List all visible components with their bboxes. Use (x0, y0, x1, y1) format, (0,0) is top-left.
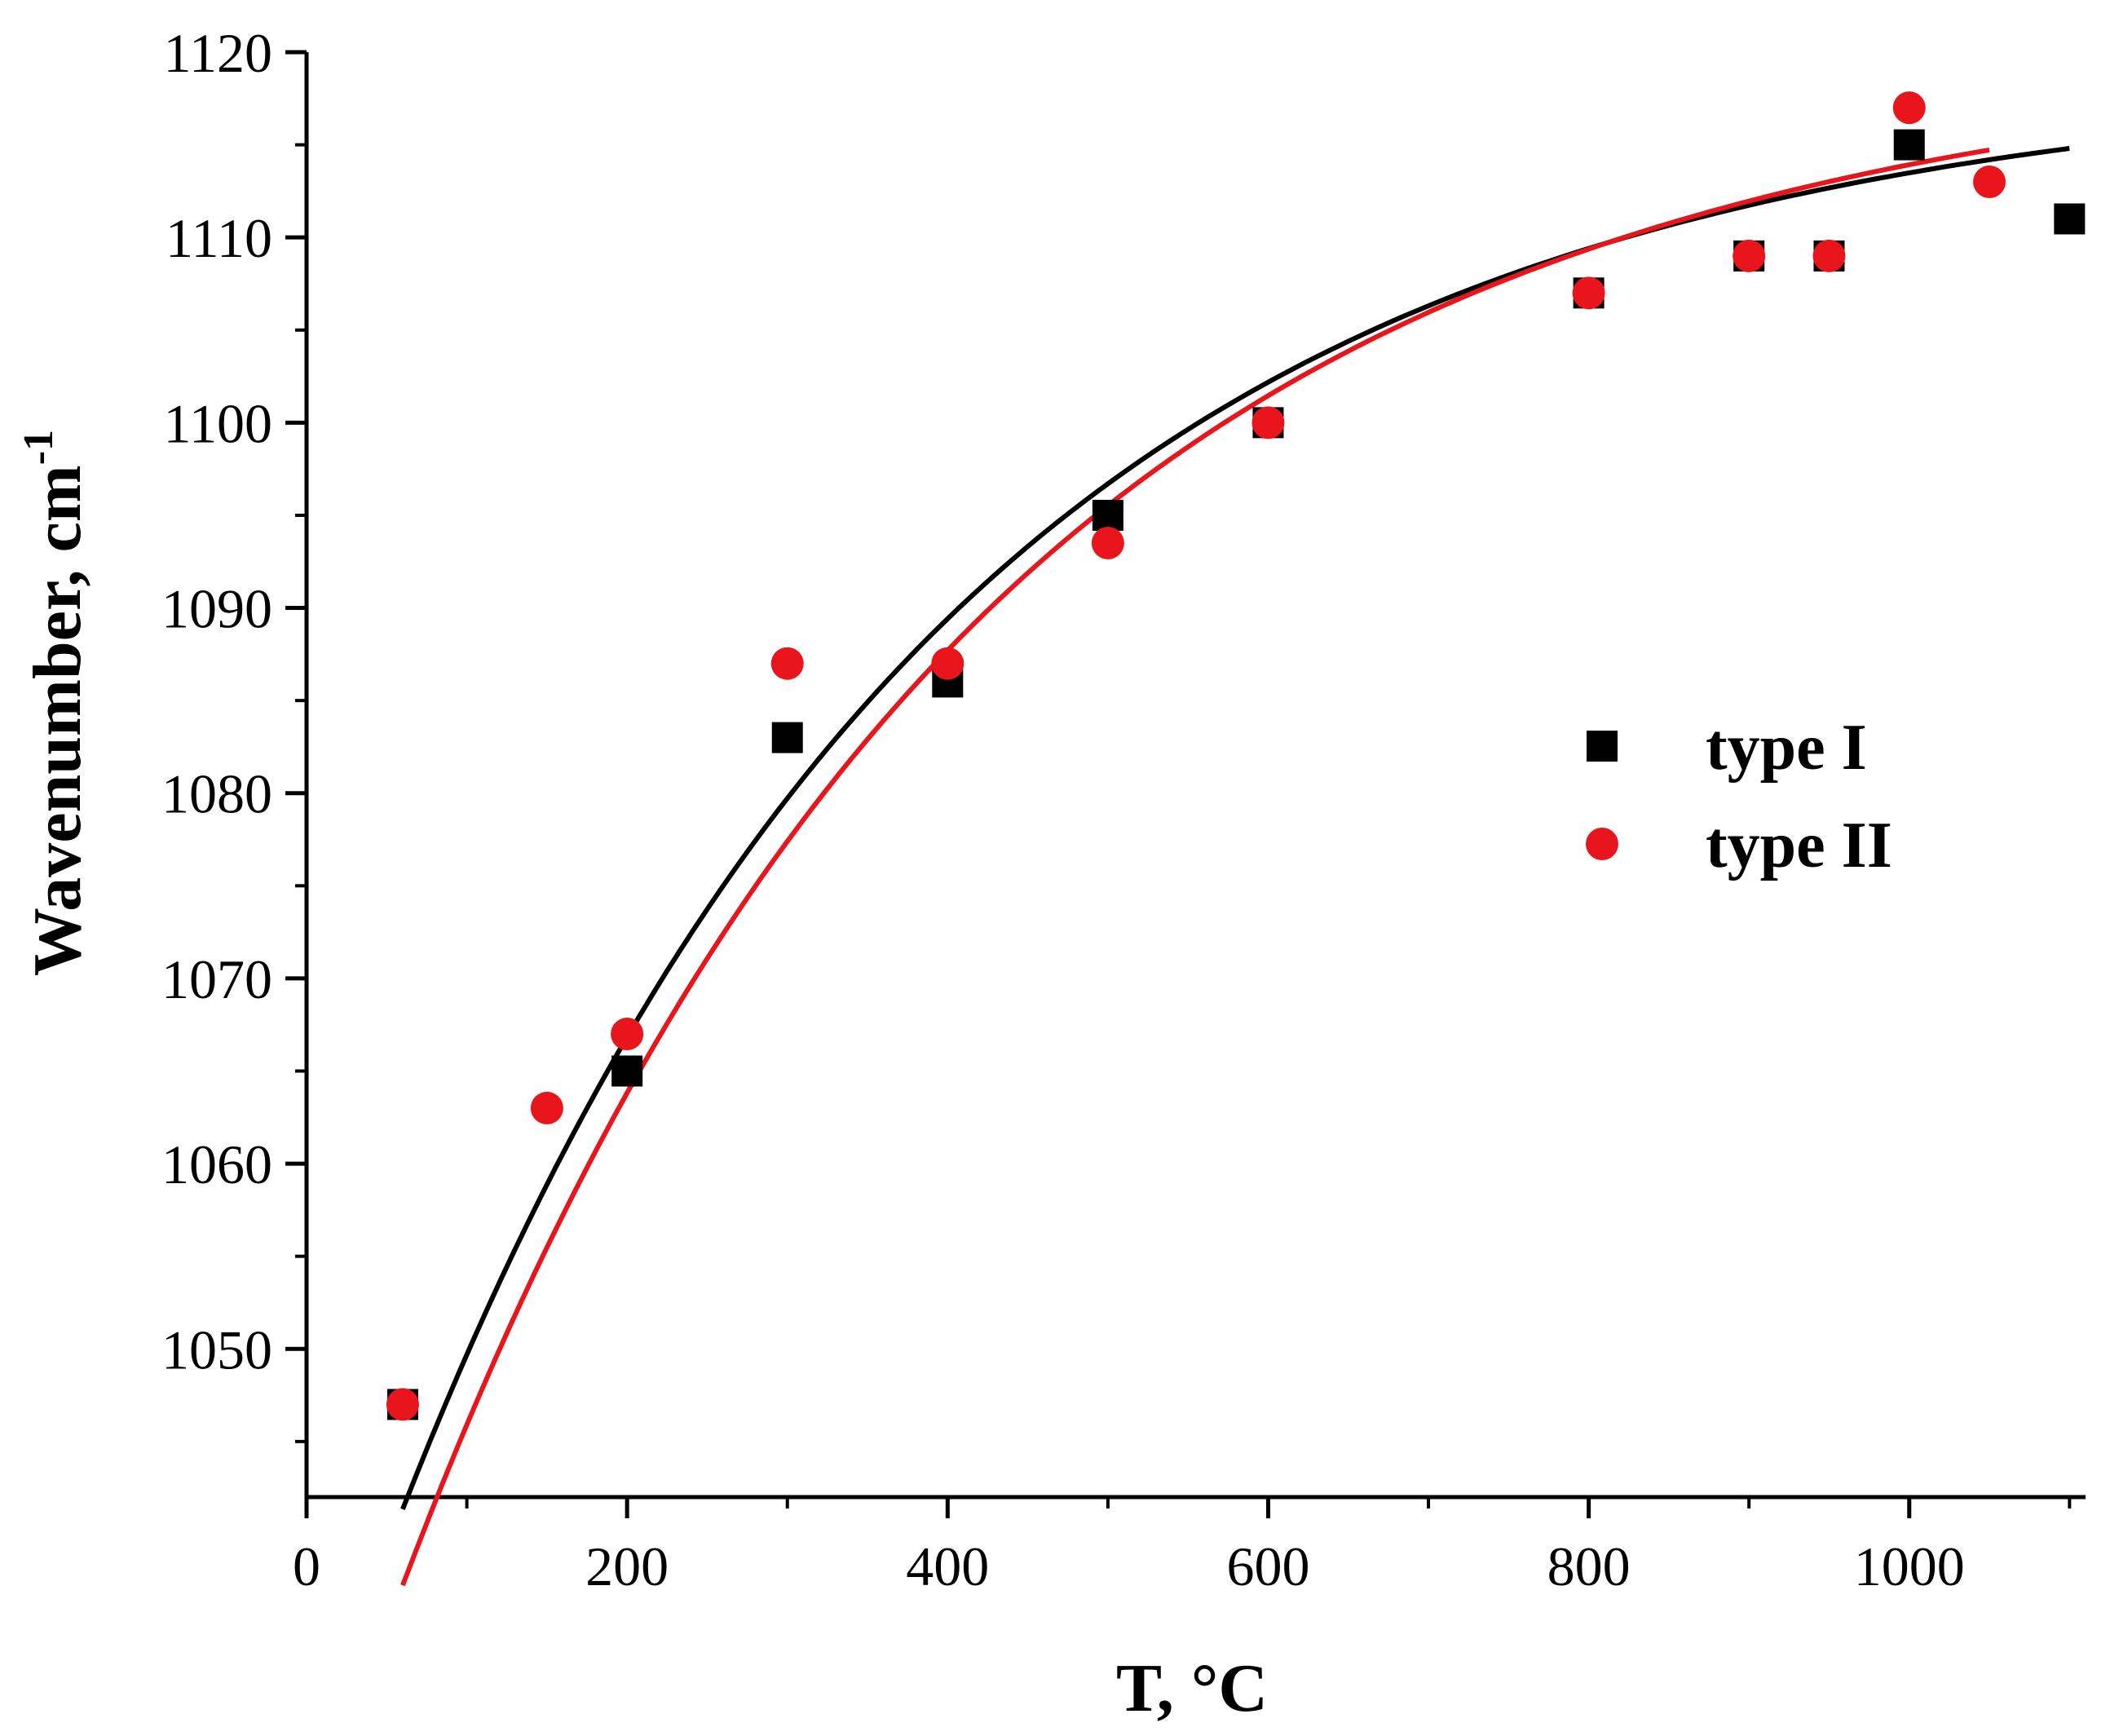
legend-symbol (1587, 731, 1618, 762)
x-axis-title: T, °C (1116, 1650, 1268, 1726)
y-tick-label: 1100 (164, 392, 272, 454)
type-ii-marker (770, 647, 804, 680)
type-ii-marker (1733, 239, 1766, 272)
y-axis-title-text: Wavenumber, cm (20, 465, 95, 976)
y-tick-label: 1120 (164, 22, 272, 84)
y-tick-label: 1090 (161, 578, 272, 640)
legend-label: type II (1706, 810, 1892, 881)
y-axis-title-superscript: -1 (15, 430, 62, 465)
data-markers (386, 91, 2086, 1421)
type-ii-marker (386, 1388, 419, 1421)
type-ii-marker (1892, 91, 1926, 125)
x-tick-label: 800 (1547, 1535, 1631, 1597)
legend-symbol (1586, 828, 1618, 860)
type-i-marker (2054, 203, 2086, 235)
y-tick-label: 1080 (161, 763, 272, 825)
x-tick-label: 600 (1226, 1535, 1309, 1597)
x-tick-label: 200 (585, 1535, 669, 1597)
type-i-marker (1092, 499, 1123, 531)
type-ii-marker (1812, 239, 1846, 272)
y-tick-label: 1060 (161, 1133, 272, 1195)
fit-curve (400, 147, 1990, 1587)
type-ii-marker (1251, 406, 1285, 440)
x-tick-label: 1000 (1854, 1535, 1965, 1597)
y-tick-label: 1070 (161, 948, 272, 1010)
y-tick-label: 1050 (161, 1319, 272, 1380)
type-i-marker (1893, 129, 1925, 161)
fit-curves (400, 146, 2070, 1587)
y-axis-title: Wavenumber, cm-1 (15, 430, 95, 976)
type-i-marker (771, 722, 803, 753)
type-ii-marker (931, 647, 965, 680)
x-tick-label: 400 (906, 1535, 989, 1597)
legend-label: type I (1706, 712, 1867, 784)
type-ii-marker (530, 1091, 563, 1124)
type-ii-marker (1973, 166, 2006, 199)
axes: 0 200 400 600 800 1000 1050 1060 1070 1080 1090 110… (161, 22, 2086, 1597)
legend: type I type II (1586, 712, 1892, 881)
type-i-marker (611, 1055, 643, 1087)
x-tick-label: 0 (293, 1535, 320, 1597)
type-ii-marker (611, 1018, 644, 1051)
y-tick-label: 1110 (166, 207, 272, 269)
type-ii-marker (1091, 527, 1124, 560)
type-ii-marker (1572, 276, 1605, 310)
fit-curve (400, 146, 2070, 1510)
